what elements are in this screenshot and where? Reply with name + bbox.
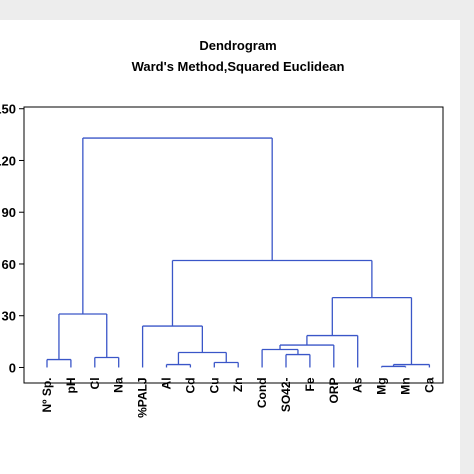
- leaf-label: Mn: [399, 377, 413, 394]
- figure-background: [0, 20, 460, 474]
- y-tick-label: 150: [0, 102, 16, 117]
- leaf-label: Cl: [88, 377, 102, 389]
- leaf-label: Mg: [375, 377, 389, 394]
- leaf-label: Fe: [303, 377, 317, 391]
- y-tick-label: 30: [2, 309, 16, 324]
- chart-subtitle: Ward's Method,Squared Euclidean: [132, 59, 345, 74]
- leaf-label: Cond: [255, 377, 269, 408]
- leaf-label: pH: [64, 377, 78, 393]
- y-tick-label: 0: [9, 360, 16, 375]
- y-tick-label: 60: [2, 257, 16, 272]
- leaf-label: Al: [160, 377, 174, 389]
- plot-frame: [23, 106, 444, 384]
- leaf-label: Cu: [207, 377, 221, 393]
- leaf-label: SO42-: [279, 377, 293, 412]
- leaf-label: Nº Sp.: [40, 377, 54, 412]
- leaf-label: Ca: [422, 377, 436, 393]
- leaf-label: ORP: [327, 377, 341, 403]
- leaf-label: As: [351, 377, 365, 393]
- chart-title: Dendrogram: [199, 38, 276, 53]
- y-tick-label: 120: [0, 153, 16, 168]
- y-tick-label: 90: [2, 205, 16, 220]
- leaf-label: Zn: [231, 377, 245, 392]
- leaf-label: Na: [112, 377, 126, 393]
- leaf-label: Cd: [183, 377, 197, 393]
- leaf-label: %PALJ: [136, 377, 150, 417]
